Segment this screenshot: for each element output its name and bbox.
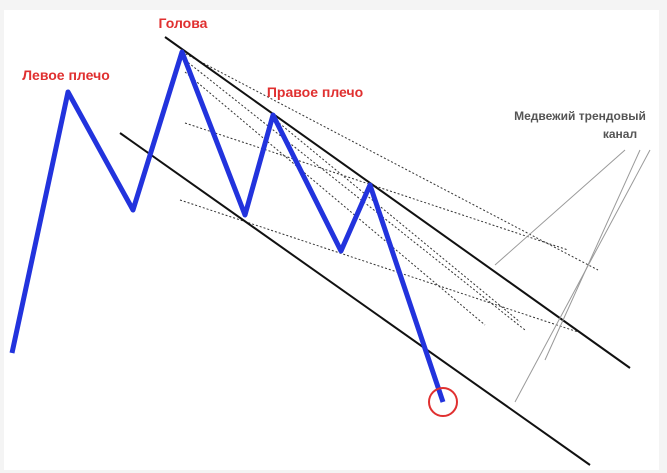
pointer-lines xyxy=(494,149,651,403)
pointer-line xyxy=(514,149,651,403)
target-circle xyxy=(428,387,458,417)
price-line xyxy=(9,49,446,403)
channel-lower xyxy=(119,132,591,466)
left-shoulder-label: Левое плечо xyxy=(22,67,110,83)
channel-label: канал xyxy=(603,127,637,141)
dotted-line xyxy=(272,117,521,323)
dotted-line xyxy=(184,59,526,331)
dotted-line xyxy=(184,71,486,326)
pointer-line xyxy=(544,149,641,361)
head-label: Голова xyxy=(159,15,208,31)
channel-label: Медвежий трендовый xyxy=(514,109,646,123)
canvas xyxy=(4,10,659,470)
pointer-line xyxy=(494,149,626,266)
right-shoulder-label: Правое плечо xyxy=(267,84,363,100)
channel-upper xyxy=(164,36,631,369)
